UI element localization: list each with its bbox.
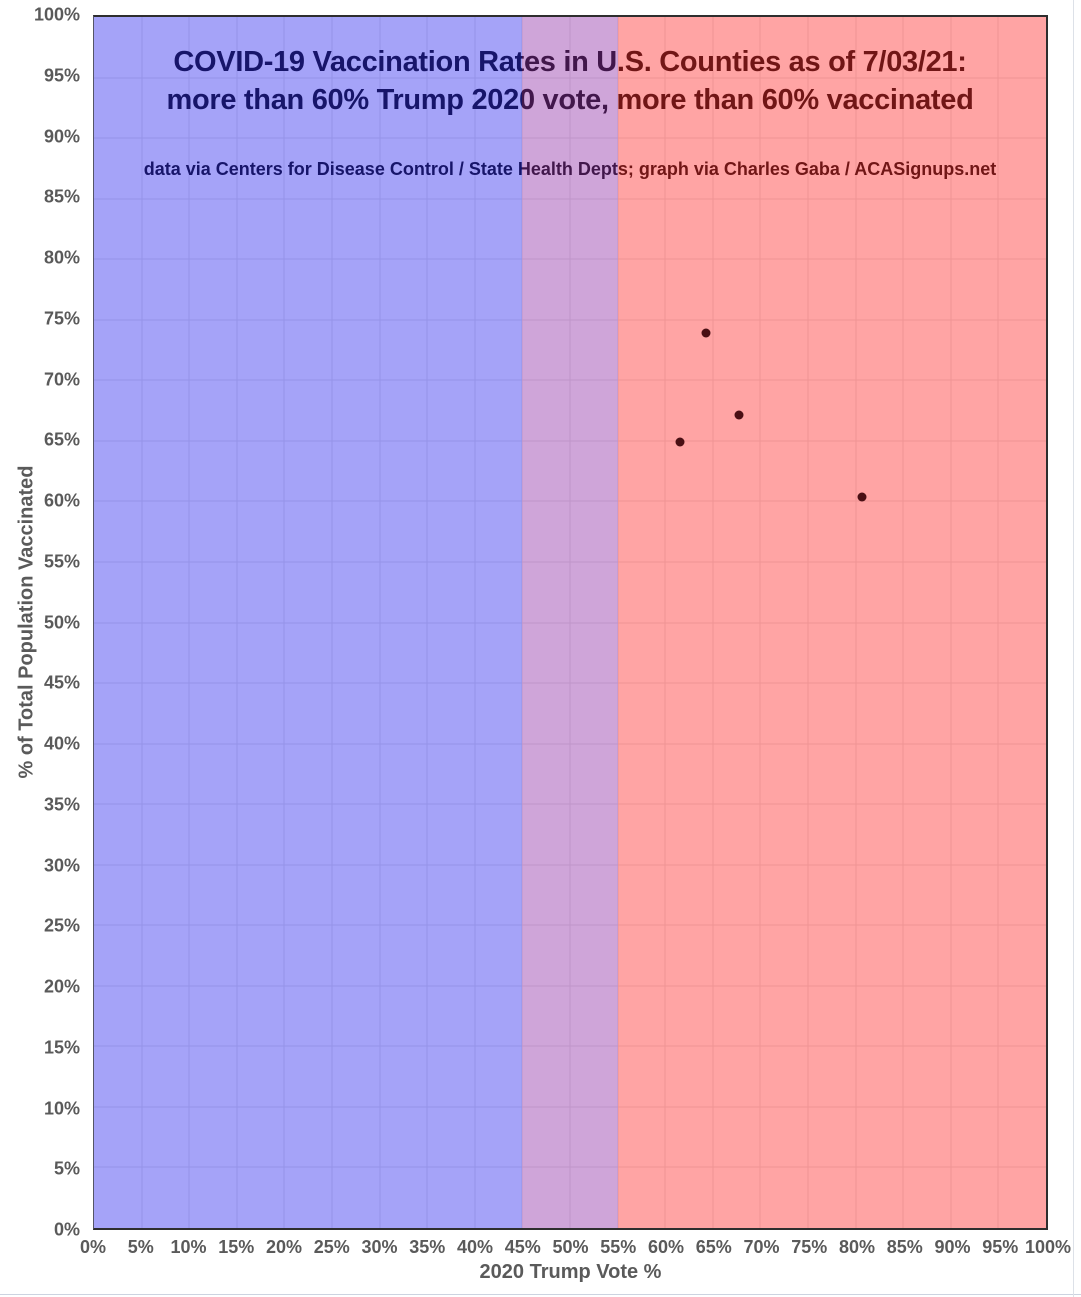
gridline-horizontal [94, 198, 1046, 200]
y-tick-label: 90% [43, 126, 80, 146]
x-axis-tick-labels: 0% 5% 10% 15% 20% 25% 30% 35% 40% 45% 50% 55% 60% 65%… [80, 1237, 1071, 1261]
y-tick-label: 55% [43, 551, 80, 572]
gridline-horizontal [94, 440, 1046, 442]
y-tick-label: 95% [43, 65, 80, 86]
x-tick-label: 30% [361, 1237, 398, 1257]
y-tick-label: 65% [43, 429, 80, 450]
y-tick-label: 75% [43, 308, 80, 329]
data-point [734, 410, 744, 420]
data-point [675, 437, 685, 447]
gridline-horizontal [94, 258, 1046, 260]
gridline-horizontal [94, 77, 1046, 79]
x-tick-label: 70% [743, 1237, 780, 1257]
plot-area: COVID-19 Vaccination Rates in U.S. Count… [93, 15, 1048, 1230]
y-tick-label: 50% [43, 612, 80, 632]
y-tick-label: 100% [33, 4, 80, 25]
y-tick-label: 45% [43, 672, 80, 693]
gridline-vertical [617, 17, 619, 1228]
y-tick-label: 25% [43, 915, 80, 936]
x-tick-label: 0% [79, 1237, 107, 1257]
gridline-horizontal [94, 379, 1046, 381]
x-tick-label: 100% [1024, 1237, 1072, 1257]
x-tick-label: 95% [982, 1237, 1019, 1257]
y-tick-label: 5% [53, 1158, 80, 1179]
gridline-vertical [807, 17, 809, 1228]
y-tick-label: 15% [43, 1037, 80, 1058]
y-tick-label: 10% [43, 1098, 80, 1118]
y-tick-label: 0% [53, 1219, 80, 1240]
y-tick-label: 35% [43, 794, 80, 815]
sheet-edge-right [1073, 0, 1074, 1297]
gridline-horizontal [94, 561, 1046, 563]
chart-title-line1: COVID-19 Vaccination Rates in U.S. Count… [173, 46, 967, 78]
gridline-horizontal [94, 500, 1046, 502]
gridlines [94, 17, 1046, 1228]
x-tick-label: 60% [647, 1237, 685, 1257]
chart-subtitle: data via Centers for Disease Control / S… [143, 159, 997, 179]
title-block: COVID-19 Vaccination Rates in U.S. Count… [94, 43, 1046, 180]
x-tick-label: 10% [170, 1237, 207, 1257]
gridline-horizontal [94, 319, 1046, 321]
x-tick-label: 35% [409, 1237, 446, 1257]
x-axis-title: 2020 Trump Vote % [479, 1261, 662, 1283]
gridline-vertical [664, 17, 666, 1228]
y-tick-label: 70% [43, 369, 80, 389]
x-tick-label: 90% [934, 1237, 971, 1257]
x-tick-label: 45% [504, 1237, 541, 1257]
x-tick-label: 20% [265, 1237, 303, 1257]
y-tick-label: 60% [43, 490, 80, 511]
data-points [94, 17, 1046, 1228]
data-point [701, 328, 711, 338]
gridline-vertical [712, 17, 714, 1228]
y-tick-label: 40% [43, 733, 80, 754]
x-tick-label: 55% [600, 1237, 637, 1257]
y-tick-label: 80% [43, 247, 80, 268]
x-tick-label: 75% [791, 1237, 828, 1257]
y-tick-label: 30% [43, 855, 80, 875]
gridline-horizontal [94, 137, 1046, 139]
x-tick-label: 15% [218, 1237, 255, 1257]
gridline-vertical [855, 17, 857, 1228]
chart-title-line2: more than 60% Trump 2020 vote, more than… [166, 84, 974, 116]
x-tick-label: 50% [552, 1237, 589, 1257]
x-tick-label: 80% [838, 1237, 876, 1257]
x-tick-label: 40% [456, 1237, 494, 1257]
y-axis-tick-labels: 0% 5% 10% 15% 20% 25% 30% 35% 40% 45% 50% 55% 60% 65%… [0, 5, 84, 1240]
x-tick-label: 25% [313, 1237, 350, 1257]
x-tick-label: 65% [695, 1237, 732, 1257]
y-tick-label: 20% [43, 976, 80, 997]
y-tick-label: 85% [43, 186, 80, 207]
x-tick-label: 85% [886, 1237, 923, 1257]
gridline-vertical [759, 17, 761, 1228]
x-tick-label: 5% [127, 1237, 154, 1257]
gridline-vertical [902, 17, 904, 1228]
sheet-edge-bottom [0, 1294, 1081, 1295]
gridline-vertical [997, 17, 999, 1228]
gridline-horizontal [94, 622, 1046, 623]
gridline-vertical [950, 17, 952, 1228]
data-point [857, 492, 867, 502]
